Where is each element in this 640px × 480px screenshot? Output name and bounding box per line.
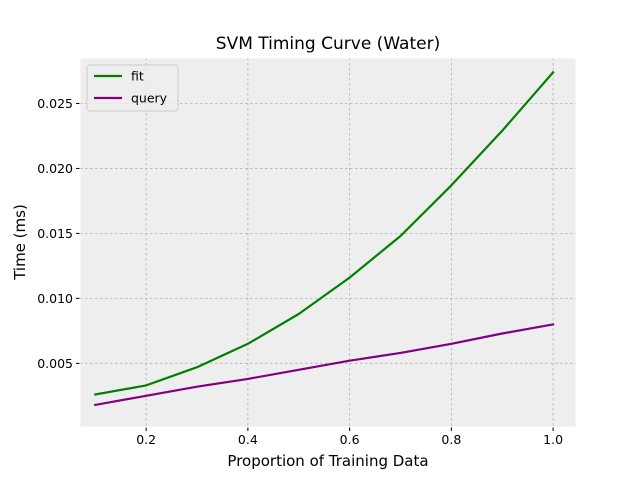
y-tick-label: 0.025 [37, 96, 73, 111]
series-line-query [94, 323, 555, 407]
y-tick-label: 0.005 [37, 356, 73, 371]
x-tick-label: 0.2 [136, 432, 156, 447]
series-line-fit [94, 70, 555, 396]
x-axis-label: Proportion of Training Data [227, 452, 428, 470]
y-axis-label: Time (ms) [11, 204, 29, 281]
y-tick-label: 0.010 [37, 291, 73, 306]
x-tick-label: 0.6 [340, 432, 360, 447]
series-lines [94, 70, 555, 407]
chart-title: SVM Timing Curve (Water) [216, 34, 440, 54]
grid [80, 58, 576, 427]
x-tick-label: 0.4 [238, 432, 258, 447]
legend-label-query: query [131, 91, 168, 106]
y-tick-label: 0.015 [37, 226, 73, 241]
legend: fit query [86, 64, 179, 112]
plot-area [80, 58, 576, 427]
plot-frame [79, 57, 577, 428]
y-tick-label: 0.020 [37, 161, 73, 176]
x-tick-label: 0.8 [441, 432, 461, 447]
x-tick-label: 1.0 [543, 432, 563, 447]
axis-ticks: 0.2 0.4 0.6 0.8 1.0 0.005 0.010 0.015 0.020 0.025 [37, 96, 563, 447]
legend-label-fit: fit [131, 69, 144, 84]
